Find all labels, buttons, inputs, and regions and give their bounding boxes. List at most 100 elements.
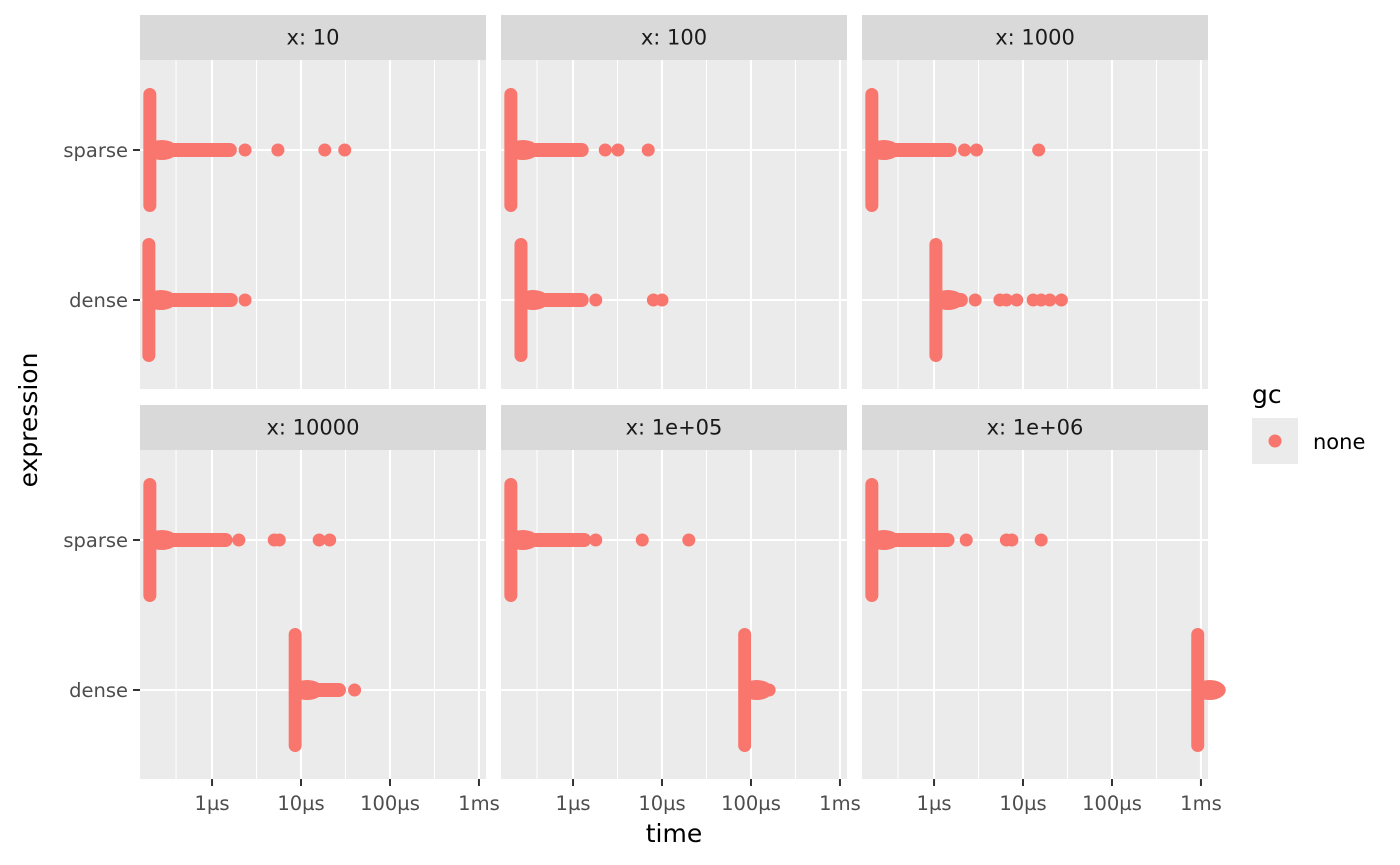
data-point: [969, 143, 983, 157]
point-cluster-bulge: [145, 140, 178, 160]
data-point: [611, 143, 625, 157]
data-point: [1034, 533, 1048, 547]
point-cluster-bulge: [506, 140, 539, 160]
x-tick-label: 10µs: [638, 792, 685, 815]
series-dense: [514, 238, 669, 362]
y-tick-label-dense: dense: [69, 679, 128, 702]
data-point: [655, 293, 669, 307]
data-point: [589, 293, 603, 307]
facet-panel-x-100: x: 100: [501, 15, 847, 389]
axes: sparse dense sparse dense 1µs 10µs 100µs 1ms 1µs…: [63, 139, 1221, 815]
x-tick-label: 1ms: [458, 792, 500, 815]
point-cluster-bulge: [931, 290, 964, 310]
data-point: [312, 533, 326, 547]
x-tick-label: 10µs: [999, 792, 1046, 815]
x-tick-label: 100µs: [721, 792, 781, 815]
y-tick-label-sparse: sparse: [63, 529, 128, 552]
x-tick-label: 10µs: [277, 792, 324, 815]
legend-title: gc: [1252, 380, 1282, 409]
point-cluster-bulge: [867, 530, 900, 550]
series-dense: [1191, 628, 1226, 752]
data-point: [232, 533, 246, 547]
panel-background: [862, 60, 1208, 389]
series-sparse: [865, 88, 1046, 212]
facet-panel-x-1e-06: x: 1e+06: [862, 405, 1226, 779]
data-point: [999, 293, 1013, 307]
series-sparse: [865, 478, 1048, 602]
series-sparse: [143, 88, 352, 212]
facet-strip: [862, 405, 1208, 450]
x-tick-label: 1µs: [917, 792, 952, 815]
series-sparse: [504, 478, 696, 602]
series-dense: [142, 238, 252, 362]
y-tick-label-dense: dense: [69, 289, 128, 312]
data-point: [348, 683, 362, 697]
facet-strip-label: x: 10000: [267, 416, 360, 440]
data-point: [338, 143, 352, 157]
facet-panel-x-10000: x: 10000: [140, 405, 486, 779]
data-point: [968, 293, 982, 307]
panel-background: [501, 60, 847, 389]
facet-strip: [862, 15, 1208, 60]
data-point: [1043, 293, 1057, 307]
series-sparse: [143, 478, 337, 602]
x-tick-label: 1µs: [556, 792, 591, 815]
point-cluster-bulge: [516, 290, 549, 310]
legend-label-none: none: [1313, 430, 1365, 454]
x-tick-label: 100µs: [1082, 792, 1142, 815]
facet-panel-x-1e-05: x: 1e+05: [501, 405, 847, 779]
data-point: [1196, 683, 1210, 697]
series-dense: [929, 238, 1068, 362]
facet-strip-label: x: 100: [641, 26, 707, 50]
data-point: [959, 533, 973, 547]
facet-strip: [140, 15, 486, 60]
facet-strip-label: x: 1e+05: [626, 416, 723, 440]
point-cluster-bulge: [291, 680, 324, 700]
point-cluster-bulge: [867, 140, 900, 160]
data-point: [1010, 293, 1024, 307]
data-point: [1005, 533, 1019, 547]
x-axis-title: time: [646, 819, 702, 848]
data-point: [958, 143, 972, 157]
facet-panel-x-10: x: 10: [140, 15, 486, 389]
y-axis-title: expression: [14, 353, 43, 488]
data-point: [1032, 143, 1046, 157]
facet-strip-label: x: 1e+06: [987, 416, 1084, 440]
panel-background: [501, 450, 847, 779]
data-point: [238, 143, 252, 157]
panel-background: [140, 450, 486, 779]
data-point: [641, 143, 655, 157]
series-dense: [738, 628, 776, 752]
y-tick-label-sparse: sparse: [63, 139, 128, 162]
facet-strip-label: x: 10: [287, 26, 340, 50]
panel-background: [140, 60, 486, 389]
series-dense: [288, 628, 362, 752]
point-cluster-bulge: [506, 530, 539, 550]
data-point: [323, 533, 337, 547]
data-point: [682, 533, 696, 547]
facet-strip: [501, 405, 847, 450]
facet-strip: [140, 405, 486, 450]
point-cluster-bulge: [740, 680, 773, 700]
data-point: [271, 143, 285, 157]
x-tick-label: 1ms: [1180, 792, 1222, 815]
data-point: [1054, 293, 1068, 307]
point-cluster-bulge: [145, 530, 178, 550]
data-point: [762, 683, 776, 697]
data-point: [589, 533, 603, 547]
legend: gc none: [1252, 380, 1365, 464]
facet-panels: x: 10 x: 100 x: 1000 x: 10000 x: 1e+05 x: 1e+…: [140, 15, 1226, 779]
x-tick-label: 1µs: [195, 792, 230, 815]
legend-point: [1268, 434, 1282, 448]
x-tick-label: 100µs: [360, 792, 420, 815]
point-cluster-bulge: [144, 290, 177, 310]
series-sparse: [504, 88, 655, 212]
data-point: [598, 143, 612, 157]
facet-panel-x-1000: x: 1000: [862, 15, 1208, 389]
data-point: [318, 143, 332, 157]
data-point: [238, 293, 252, 307]
facet-strip-label: x: 1000: [995, 26, 1075, 50]
panel-background: [862, 450, 1208, 779]
data-point: [272, 533, 286, 547]
